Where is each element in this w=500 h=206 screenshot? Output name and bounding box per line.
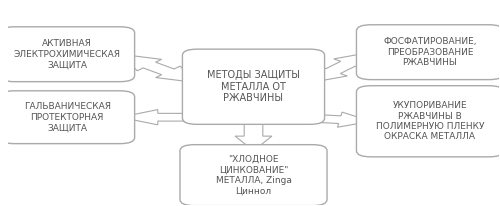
FancyBboxPatch shape	[356, 86, 500, 157]
Text: ФОСФАТИРОВАНИЕ,
ПРЕОБРАЗОВАНИЕ
РЖАВЧИНЫ: ФОСФАТИРОВАНИЕ, ПРЕОБРАЗОВАНИЕ РЖАВЧИНЫ	[383, 37, 476, 67]
Polygon shape	[310, 52, 371, 83]
FancyBboxPatch shape	[0, 91, 134, 144]
Text: МЕТОДЫ ЗАЩИТЫ
МЕТАЛЛА ОТ
РЖАВЧИНЫ: МЕТОДЫ ЗАЩИТЫ МЕТАЛЛА ОТ РЖАВЧИНЫ	[207, 70, 300, 103]
Text: АКТИВНАЯ
ЭЛЕКТРОХИМИЧЕСКАЯ
ЗАЩИТА: АКТИВНАЯ ЭЛЕКТРОХИМИЧЕСКАЯ ЗАЩИТА	[14, 39, 120, 69]
FancyBboxPatch shape	[182, 49, 324, 124]
Polygon shape	[120, 110, 214, 125]
FancyBboxPatch shape	[180, 145, 327, 206]
Text: "ХЛОДНОЕ
ЦИНКОВАНИЕ"
МЕТАЛЛА, Zinga
Циннол: "ХЛОДНОЕ ЦИНКОВАНИЕ" МЕТАЛЛА, Zinga Цинн…	[216, 155, 292, 195]
Polygon shape	[292, 112, 371, 127]
FancyBboxPatch shape	[356, 25, 500, 80]
FancyBboxPatch shape	[0, 27, 134, 82]
Text: УКУПОРИВАНИЕ
РЖАВЧИНЫ В
ПОЛИМЕРНУЮ ПЛЕНКУ
ОКРАСКА МЕТАЛЛА: УКУПОРИВАНИЕ РЖАВЧИНЫ В ПОЛИМЕРНУЮ ПЛЕНК…	[376, 101, 484, 141]
Polygon shape	[235, 118, 272, 151]
Polygon shape	[120, 54, 197, 83]
Text: ГАЛЬВАНИЧЕСКАЯ
ПРОТЕКТОРНАЯ
ЗАЩИТА: ГАЛЬВАНИЧЕСКАЯ ПРОТЕКТОРНАЯ ЗАЩИТА	[24, 102, 110, 132]
